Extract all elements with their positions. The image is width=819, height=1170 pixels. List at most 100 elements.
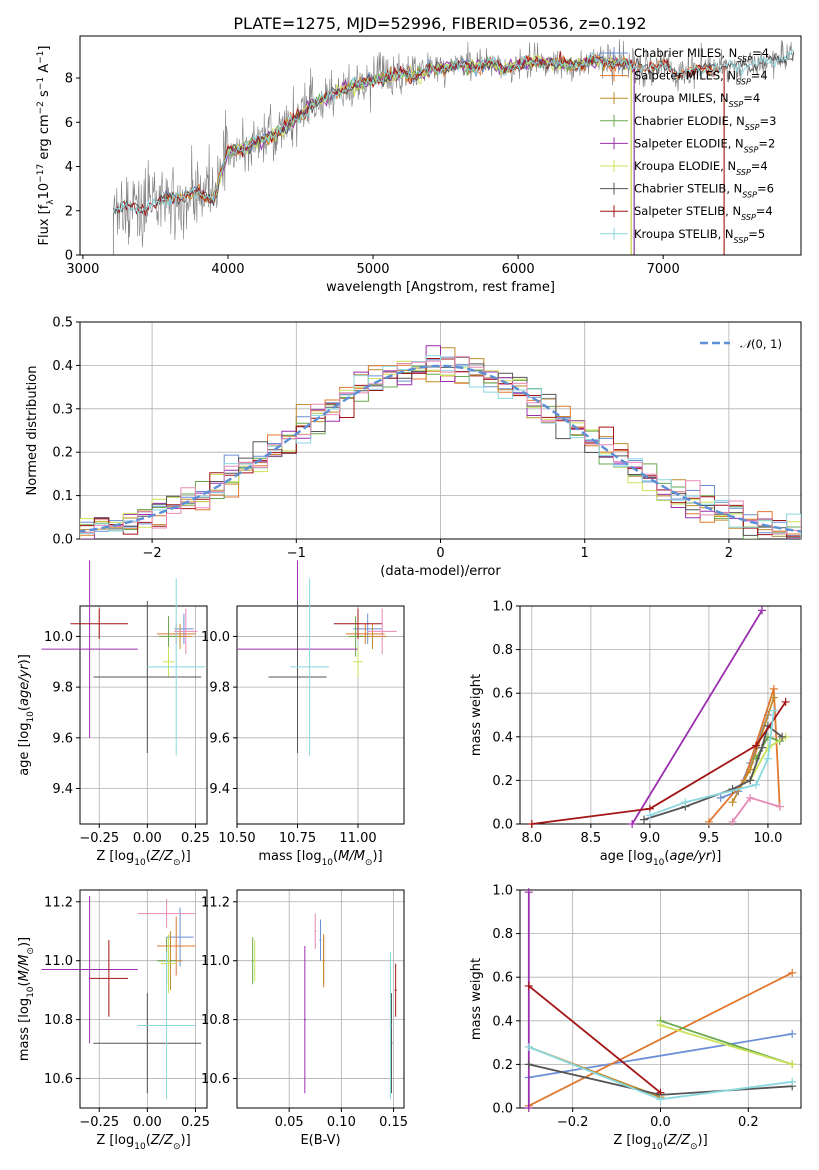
z-age-panel: −0.25 0.00 0.25 9.4 9.6 9.8 10.0 Z [log10(Z/Z⊙)…: [17, 560, 210, 868]
x-tick-label: 9.0: [640, 831, 661, 846]
model-spectrum: [113, 50, 725, 216]
series-point: [746, 765, 755, 774]
x-tick-label: 0: [436, 546, 444, 561]
z-mass-panel: −0.25 0.00 0.25 10.6 10.8 11.0 11.2 Z [log10(Z/…: [17, 889, 210, 1152]
series-point: [524, 1104, 533, 1112]
x-tick-label: 6000: [502, 262, 535, 277]
series-point: [681, 798, 690, 807]
series-point: [656, 1095, 665, 1104]
series-point: [752, 780, 761, 789]
y-tick-label: 1.0: [492, 884, 513, 899]
y-tick-label: 4: [65, 160, 73, 175]
series-point: [746, 776, 755, 785]
series-point: [527, 820, 536, 828]
y-tick-label: 11.0: [44, 954, 73, 969]
age-massweight-panel: 8.0 8.5 9.0 9.5 10.0 0.0 0.2 0.4 0.6 0.8 1.0 mass w…: [469, 600, 802, 868]
series-point: [524, 1060, 533, 1069]
y-tick-label: 0.0: [52, 533, 73, 548]
series-point: [781, 697, 790, 706]
histogram-step: [80, 356, 801, 535]
y-tick-label: 9.4: [209, 782, 230, 797]
x-tick-label: 11.00: [339, 831, 376, 846]
series-point: [752, 741, 761, 750]
series-point: [763, 754, 772, 763]
legend-entry: Chabrier STELIB, NSSP=6: [634, 182, 774, 200]
x-tick-label: 0.10: [327, 1115, 356, 1130]
x-tick-label: 0.05: [275, 1115, 304, 1130]
x-tick-label: 10.75: [279, 831, 316, 846]
x-tick-label: 2: [725, 546, 733, 561]
y-tick-label: 0.2: [492, 774, 513, 789]
series-point: [728, 798, 737, 807]
legend-entry: Kroupa ELODIE, NSSP=4: [634, 159, 768, 177]
y-tick-label: 0.5: [52, 316, 73, 331]
series-point: [746, 793, 755, 802]
series-point: [788, 1029, 797, 1038]
legend-entry: Kroupa MILES, NSSP=4: [634, 91, 760, 109]
histograms: [80, 345, 801, 539]
mass-age-panel: 10.50 10.75 11.00 9.4 9.6 9.8 10.0 mass [log10(…: [201, 560, 405, 868]
y-tick-label: 0.0: [492, 1102, 513, 1117]
x-tick-label: 0.2: [738, 1115, 759, 1130]
axes-frame: [236, 605, 405, 825]
model-spectrum: [213, 55, 635, 197]
y-axis-label: mass weight: [469, 674, 484, 756]
spectrum-legend: Chabrier MILES, NSSP=4 Salpeter MILES, NS…: [600, 46, 776, 244]
x-axis-label: wavelength [Angstrom, rest frame]: [326, 280, 555, 295]
y-tick-label: 10.0: [201, 630, 230, 645]
series-point: [524, 888, 533, 897]
x-tick-label: 0.15: [379, 1115, 408, 1130]
x-tick-label: 0.00: [133, 831, 162, 846]
series-point: [656, 1021, 665, 1030]
series-point: [758, 743, 767, 752]
legend-entry: Kroupa STELIB, NSSP=5: [634, 227, 765, 245]
series-point: [524, 981, 533, 990]
x-tick-label: 3000: [66, 262, 99, 277]
series-line: [631, 609, 763, 825]
x-tick-label: 8.0: [521, 831, 542, 846]
y-tick-label: 0.8: [492, 643, 513, 658]
y-tick-label: 0.1: [52, 489, 73, 504]
x-tick-label: 0.25: [181, 1115, 210, 1130]
x-tick-label: −0.2: [557, 1115, 589, 1130]
y-tick-label: 8: [65, 72, 73, 87]
y-axis-label: mass [log10(M/M⊙)]: [17, 937, 36, 1061]
x-axis-label-rich: Z [log10(Z/Z⊙)]: [96, 849, 190, 868]
y-tick-label: 10.6: [44, 1072, 73, 1087]
x-axis-label: (data-model)/error: [380, 564, 501, 579]
legend-entry: Salpeter MILES, NSSP=4: [634, 69, 768, 87]
series-point: [775, 802, 784, 811]
x-tick-label: 8.5: [580, 831, 601, 846]
x-tick-label: 9.5: [699, 831, 720, 846]
y-tick-label: 0.4: [492, 730, 513, 745]
x-tick-label: −2: [143, 546, 162, 561]
y-tick-label: 0.6: [492, 971, 513, 986]
y-tick-label: 10.6: [201, 1072, 230, 1087]
series-line: [708, 688, 781, 823]
y-tick-label: 0.4: [52, 359, 73, 374]
legend-entry: 𝒩(0, 1): [740, 337, 782, 351]
axes-frame: [79, 35, 802, 256]
series-point: [788, 1060, 797, 1069]
spectrum-panel: 3000 4000 5000 6000 7000 0 2 4 6 8 wavelength [Ang…: [36, 35, 802, 295]
spectrum-lines: [112, 39, 795, 255]
y-tick-label: 1.0: [492, 600, 513, 615]
series-point: [778, 732, 787, 741]
residuals-panel: −2 −1 0 1 2 0.0 0.1 0.2 0.3 0.4 0.5 (data-model)/er…: [25, 316, 802, 579]
y-axis-label: mass weight: [469, 958, 484, 1040]
x-axis-label-rich: Z [log10(Z/Z⊙)]: [613, 1133, 707, 1152]
y-tick-label: 9.4: [52, 782, 73, 797]
x-tick-label: 0.0: [650, 1115, 671, 1130]
y-tick-label: 9.8: [52, 681, 73, 696]
model-spectrum: [113, 49, 794, 215]
series-point: [769, 693, 778, 702]
z-massweight-panel: −0.2 0.0 0.2 0.0 0.2 0.4 0.6 0.8 1.0 mass weight Z…: [469, 884, 802, 1152]
y-tick-label: 9.6: [209, 731, 230, 746]
y-tick-label: 0.6: [492, 687, 513, 702]
y-tick-label: 0.2: [52, 446, 73, 461]
x-axis-label-rich: Z [log10(Z/Z⊙)]: [96, 1133, 190, 1152]
x-tick-label: −0.25: [79, 831, 119, 846]
y-tick-label: 2: [65, 204, 73, 219]
y-tick-label: 0.2: [492, 1058, 513, 1073]
